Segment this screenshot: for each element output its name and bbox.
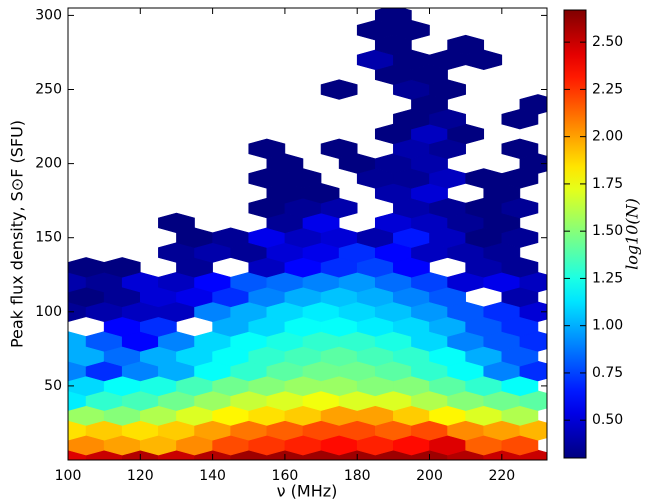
hex-layer (68, 8, 547, 460)
y-tick-label: 150 (35, 230, 62, 246)
colorbar-tick-label: 1.25 (592, 270, 623, 286)
x-tick-label: 120 (127, 468, 154, 484)
x-tick-label: 220 (488, 468, 515, 484)
hex-bin (158, 212, 195, 234)
y-axis-label: Peak flux density, S⊙F (SFU) (8, 120, 27, 348)
x-tick-label: 200 (416, 468, 443, 484)
colorbar-label: log10(N) (623, 198, 642, 270)
hex-bin (447, 34, 485, 56)
x-tick-label: 160 (272, 468, 299, 484)
colorbar-tick-label: 2.50 (592, 34, 623, 50)
colorbar (564, 10, 586, 458)
colorbar-tick-label: 2.25 (592, 81, 623, 97)
hex-bin (248, 138, 286, 159)
hex-bin (374, 8, 412, 26)
x-tick-label: 140 (199, 468, 226, 484)
colorbar-tick-label: 1.75 (592, 176, 623, 192)
hex-bin (320, 79, 358, 100)
colorbar-tick-label: 0.50 (592, 412, 623, 428)
y-tick-label: 50 (44, 378, 62, 394)
plot-frame (67, 7, 548, 461)
x-tick-label: 100 (55, 468, 82, 484)
colorbar-tick-label: 1.00 (592, 318, 623, 334)
colorbar-tick-label: 0.75 (592, 365, 623, 381)
y-tick-label: 100 (35, 304, 62, 320)
y-tick-label: 200 (35, 156, 62, 172)
colorbar-tick-label: 1.50 (592, 223, 623, 239)
y-tick-label: 250 (35, 82, 62, 98)
colorbar-tick-label: 2.00 (592, 129, 623, 145)
hex-bin (519, 94, 547, 115)
x-axis-label: ν (MHz) (277, 482, 338, 501)
hex-bin (501, 138, 539, 159)
colorbar-frame (563, 9, 587, 459)
y-tick-label: 300 (35, 7, 62, 23)
hex-bin (320, 138, 358, 159)
x-tick-label: 180 (344, 468, 371, 484)
hex-bin (103, 257, 141, 278)
